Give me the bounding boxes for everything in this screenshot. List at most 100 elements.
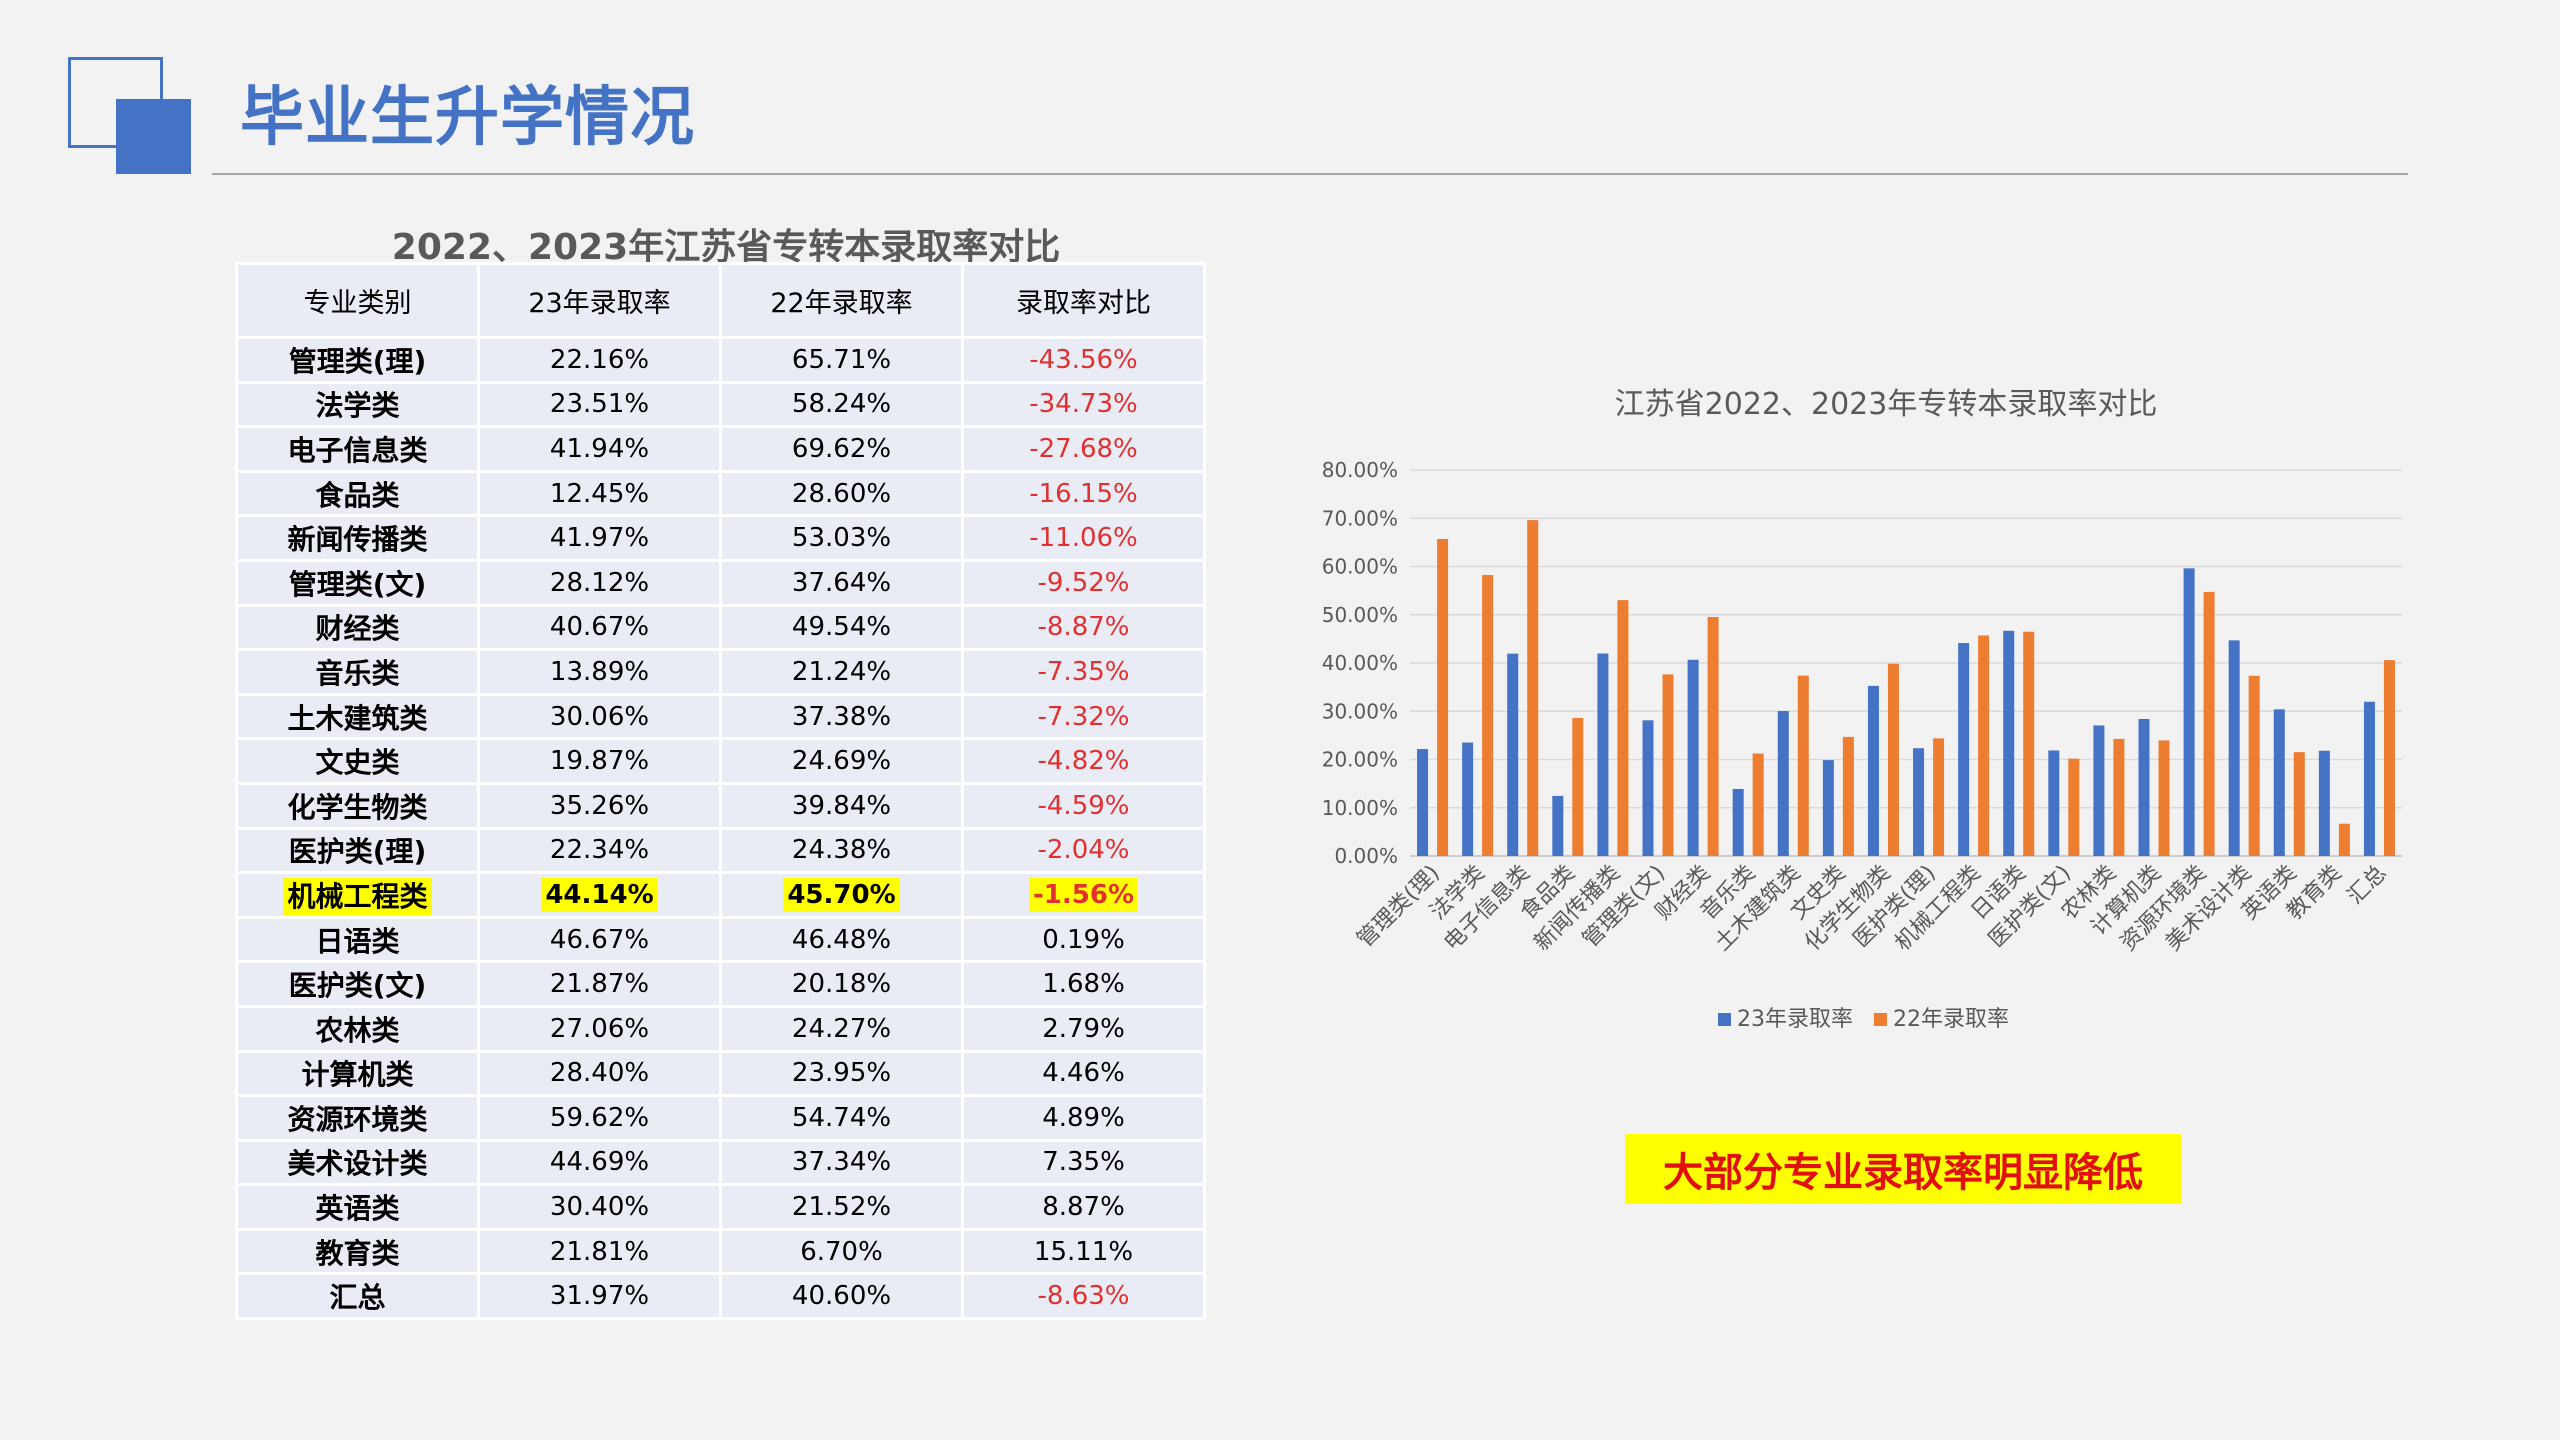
cell-category: 汇总 bbox=[235, 1272, 480, 1321]
y-tick-label: 20.00% bbox=[1322, 748, 1398, 772]
bar-22 bbox=[1572, 718, 1584, 856]
cell-category: 英语类 bbox=[235, 1183, 480, 1231]
cell-rate-diff: 15.11% bbox=[961, 1227, 1206, 1276]
cell-rate-23: 44.14% bbox=[477, 871, 722, 919]
bar-23 bbox=[2183, 568, 2195, 856]
bar-22 bbox=[1707, 616, 1719, 856]
bar-23 bbox=[1777, 710, 1789, 856]
bar-22 bbox=[2068, 758, 2080, 856]
bar-22 bbox=[1527, 520, 1539, 856]
cell-rate-23: 41.97% bbox=[477, 514, 722, 562]
cell-rate-diff: -1.56% bbox=[961, 871, 1206, 919]
table-row: 机械工程类 44.14% 45.70% -1.56% bbox=[235, 871, 1206, 919]
cell-rate-22: 24.69% bbox=[719, 737, 964, 785]
chart-title: 江苏省2022、2023年专转本录取率对比 bbox=[1615, 387, 2158, 422]
table-header-row: 专业类别 23年录取率 22年录取率 录取率对比 bbox=[235, 262, 1206, 339]
cell-rate-23: 44.69% bbox=[477, 1138, 722, 1187]
y-tick-label: 70.00% bbox=[1322, 506, 1398, 530]
cell-rate-diff: -4.82% bbox=[961, 737, 1206, 785]
cell-rate-23: 30.40% bbox=[477, 1183, 722, 1231]
table-row: 医护类(理) 22.34% 24.38% -2.04% bbox=[235, 826, 1206, 875]
admission-rate-table: 专业类别 23年录取率 22年录取率 录取率对比 管理类(理) 22.16% 65.… bbox=[235, 262, 1206, 1321]
table-row: 化学生物类 35.26% 39.84% -4.59% bbox=[235, 781, 1206, 830]
cell-rate-22: 21.24% bbox=[719, 648, 964, 696]
table-row: 音乐类 13.89% 21.24% -7.35% bbox=[235, 648, 1206, 696]
bar-23 bbox=[1687, 659, 1699, 856]
table-row: 管理类(文) 28.12% 37.64% -9.52% bbox=[235, 558, 1206, 607]
cell-rate-23: 31.97% bbox=[477, 1272, 722, 1321]
cell-rate-22: 45.70% bbox=[719, 871, 964, 919]
cell-category: 新闻传播类 bbox=[235, 514, 480, 562]
cell-rate-23: 23.51% bbox=[477, 380, 722, 429]
cell-rate-22: 28.60% bbox=[719, 469, 964, 518]
bar-23 bbox=[1597, 653, 1609, 856]
bar-22 bbox=[1662, 674, 1674, 856]
cell-rate-diff: -2.04% bbox=[961, 826, 1206, 875]
cell-rate-22: 20.18% bbox=[719, 960, 964, 1008]
cell-rate-22: 58.24% bbox=[719, 380, 964, 429]
page-title: 毕业生升学情况 bbox=[240, 81, 695, 155]
y-tick-label: 80.00% bbox=[1322, 458, 1398, 482]
bar-22 bbox=[1842, 736, 1854, 856]
cell-rate-23: 22.16% bbox=[477, 336, 722, 384]
bar-22 bbox=[2338, 823, 2350, 856]
bar-23 bbox=[2003, 630, 2015, 856]
cell-rate-diff: 4.46% bbox=[961, 1049, 1206, 1098]
bar-23 bbox=[1507, 653, 1519, 856]
cell-category: 音乐类 bbox=[235, 648, 480, 696]
bar-22 bbox=[1978, 635, 1990, 856]
legend-label: 22年录取率 bbox=[1893, 1007, 2009, 1032]
table-row: 美术设计类 44.69% 37.34% 7.35% bbox=[235, 1138, 1206, 1187]
bar-23 bbox=[2318, 750, 2330, 856]
legend-label: 23年录取率 bbox=[1737, 1007, 1853, 1032]
cell-rate-22: 39.84% bbox=[719, 781, 964, 830]
cell-category: 文史类 bbox=[235, 737, 480, 785]
bar-22 bbox=[2248, 675, 2260, 856]
bar-22 bbox=[2023, 631, 2035, 856]
cell-rate-22: 65.71% bbox=[719, 336, 964, 384]
header-category: 专业类别 bbox=[235, 262, 480, 339]
table-row: 英语类 30.40% 21.52% 8.87% bbox=[235, 1183, 1206, 1231]
cell-category: 土木建筑类 bbox=[235, 692, 480, 741]
header-rate-diff: 录取率对比 bbox=[961, 262, 1206, 339]
cell-rate-23: 35.26% bbox=[477, 781, 722, 830]
cell-rate-22: 54.74% bbox=[719, 1094, 964, 1142]
cell-category: 食品类 bbox=[235, 469, 480, 518]
bar-22 bbox=[1437, 538, 1449, 856]
table-row: 日语类 46.67% 46.48% 0.19% bbox=[235, 915, 1206, 964]
cell-rate-23: 41.94% bbox=[477, 425, 722, 473]
table-row: 医护类(文) 21.87% 20.18% 1.68% bbox=[235, 960, 1206, 1008]
cell-category: 电子信息类 bbox=[235, 425, 480, 473]
cell-rate-23: 21.81% bbox=[477, 1227, 722, 1276]
header-rate-22: 22年录取率 bbox=[719, 262, 964, 339]
cell-category: 农林类 bbox=[235, 1004, 480, 1053]
cell-category: 资源环境类 bbox=[235, 1094, 480, 1142]
cell-category: 医护类(文) bbox=[235, 960, 480, 1008]
y-tick-label: 40.00% bbox=[1322, 651, 1398, 675]
cell-rate-23: 21.87% bbox=[477, 960, 722, 1008]
bar-23 bbox=[2138, 718, 2150, 856]
table-row: 计算机类 28.40% 23.95% 4.46% bbox=[235, 1049, 1206, 1098]
cell-rate-23: 27.06% bbox=[477, 1004, 722, 1053]
cell-category: 化学生物类 bbox=[235, 781, 480, 830]
legend-swatch bbox=[1718, 1013, 1731, 1026]
table-row: 土木建筑类 30.06% 37.38% -7.32% bbox=[235, 692, 1206, 741]
table-row: 新闻传播类 41.97% 53.03% -11.06% bbox=[235, 514, 1206, 562]
cell-category: 计算机类 bbox=[235, 1049, 480, 1098]
x-tick-label: 汇总 bbox=[2343, 861, 2392, 910]
bar-23 bbox=[1417, 749, 1429, 856]
bar-22 bbox=[2113, 738, 2125, 856]
cell-rate-22: 46.48% bbox=[719, 915, 964, 964]
cell-rate-23: 12.45% bbox=[477, 469, 722, 518]
cell-rate-diff: -27.68% bbox=[961, 425, 1206, 473]
cell-rate-22: 21.52% bbox=[719, 1183, 964, 1231]
cell-rate-23: 28.12% bbox=[477, 558, 722, 607]
y-tick-label: 0.00% bbox=[1334, 844, 1398, 868]
table-row: 汇总 31.97% 40.60% -8.63% bbox=[235, 1272, 1206, 1321]
conclusion-callout: 大部分专业录取率明显降低 bbox=[1625, 1134, 2181, 1204]
table-title: 2022、2023年江苏省专转本录取率对比 bbox=[391, 227, 1061, 268]
cell-rate-23: 46.67% bbox=[477, 915, 722, 964]
bar-22 bbox=[2203, 591, 2215, 856]
cell-rate-22: 49.54% bbox=[719, 603, 964, 652]
bar-23 bbox=[1732, 788, 1744, 856]
